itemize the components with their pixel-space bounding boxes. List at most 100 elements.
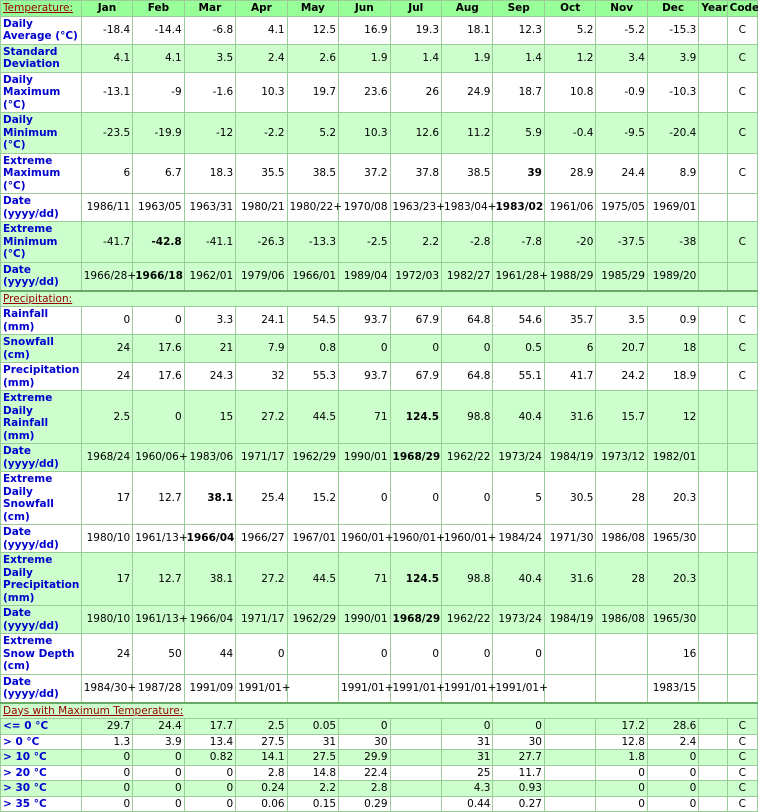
cell: 11.2 — [441, 112, 494, 154]
cell: 0 — [389, 633, 443, 675]
cell: 30 — [338, 733, 391, 750]
data-row: Extreme Maximum (°C) 6 6.7 18.3 35.5 38.5 37.2… — [0, 152, 758, 194]
cell: -9 — [132, 71, 185, 113]
cell: 0 — [595, 795, 648, 812]
cell: 1991/01+ — [492, 673, 548, 703]
cell — [698, 471, 728, 525]
cell: 1963/31 — [183, 193, 237, 222]
cell: 0 — [441, 471, 494, 525]
cell: 18.7 — [492, 71, 545, 113]
cell: 0 — [338, 718, 391, 735]
cell: 1987/28 — [132, 673, 185, 703]
cell: 3.5 — [183, 43, 237, 73]
cell: 2.2 — [389, 221, 443, 263]
cell: -18.4 — [80, 15, 134, 45]
cell: 17 — [80, 471, 134, 525]
cell: 1968/29 — [389, 443, 443, 472]
cell: 1962/29 — [286, 443, 340, 472]
cell: 1960/01+ — [441, 524, 496, 553]
cell — [698, 362, 728, 391]
cell: 3.4 — [595, 43, 648, 73]
cell: 26 — [389, 71, 443, 113]
cell: 1961/28+ — [492, 261, 548, 291]
cell: 3.9 — [646, 43, 700, 73]
cell: 31.6 — [543, 552, 597, 606]
cell — [726, 673, 758, 703]
cell: 24.1 — [235, 306, 288, 335]
cell: 1966/28+ — [80, 261, 136, 291]
cell — [698, 552, 728, 606]
cell: 1983/04+ — [441, 193, 496, 222]
cell — [698, 795, 728, 812]
cell — [698, 15, 728, 45]
cell — [543, 749, 597, 766]
cell: 17.6 — [132, 362, 185, 391]
cell: 98.8 — [441, 390, 494, 444]
cell — [698, 780, 728, 797]
cell: 8.9 — [646, 152, 700, 194]
cell: 1973/24 — [492, 605, 545, 634]
cell: 1970/08 — [338, 193, 391, 222]
cell — [698, 718, 728, 735]
cell: 11.7 — [492, 764, 545, 781]
cell: 64.8 — [441, 362, 494, 391]
cell — [543, 673, 597, 703]
cell: 1984/19 — [543, 443, 597, 472]
cell: 3.3 — [183, 306, 237, 335]
cell — [698, 334, 728, 363]
cell: 28 — [595, 552, 648, 606]
cell: 29.9 — [338, 749, 391, 766]
cell: 21 — [183, 334, 237, 363]
cell: -41.7 — [80, 221, 134, 263]
cell: 55.1 — [492, 362, 545, 391]
cell: 1980/21 — [235, 193, 288, 222]
row-label: > 0 °C — [0, 733, 82, 750]
cell: 5.2 — [543, 15, 597, 45]
cell: 1984/24 — [492, 524, 545, 553]
cell: 30 — [492, 733, 545, 750]
cell — [698, 443, 728, 472]
cell: 12.5 — [286, 15, 340, 45]
cell: 1966/04 — [183, 605, 237, 634]
cell: -9.5 — [595, 112, 648, 154]
cell: -15.3 — [646, 15, 700, 45]
column-header: Jul — [389, 0, 443, 17]
cell: 1.4 — [389, 43, 443, 73]
section-title: Temperature: — [0, 0, 82, 17]
column-header: Jan — [80, 0, 134, 17]
cell: 20.7 — [595, 334, 648, 363]
cell: -7.8 — [492, 221, 545, 263]
data-row: Daily Minimum (°C) -23.5 -19.9 -12 -2.2 5.2 10… — [0, 112, 758, 154]
cell: 31.6 — [543, 390, 597, 444]
cell: 10.8 — [543, 71, 597, 113]
cell: 4.1 — [132, 43, 185, 73]
cell: 1986/08 — [595, 605, 648, 634]
cell: 1980/22+ — [286, 193, 342, 222]
data-row: Daily Average (°C) -18.4 -14.4 -6.8 4.1 12.5 1… — [0, 15, 758, 45]
data-row: Date (yyyy/dd) 1986/11 1963/05 1963/31 1980/… — [0, 193, 758, 222]
column-header: Year — [698, 0, 728, 17]
cell: 10.3 — [235, 71, 288, 113]
row-label: Snowfall (cm) — [0, 334, 82, 363]
column-header: Nov — [595, 0, 648, 17]
cell: 17.2 — [595, 718, 648, 735]
cell — [726, 524, 758, 553]
cell: 55.3 — [286, 362, 340, 391]
cell: C — [726, 43, 758, 73]
cell: -1.6 — [183, 71, 237, 113]
column-header: Jun — [338, 0, 391, 17]
cell: 1965/30 — [646, 524, 700, 553]
cell: 0 — [441, 718, 494, 735]
cell: 1961/13+ — [132, 524, 188, 553]
cell: 1986/11 — [80, 193, 134, 222]
cell: 3.9 — [132, 733, 185, 750]
cell: 0 — [646, 764, 700, 781]
data-row: Extreme Daily Snowfall (cm) 17 12.7 38.1 25.… — [0, 471, 758, 525]
cell: 15.7 — [595, 390, 648, 444]
data-row: > 30 °C 0 0 0 0.24 2.2 2.8 4.3 0.93 0 0 C — [0, 780, 758, 797]
cell: -2.5 — [338, 221, 391, 263]
cell: 19.3 — [389, 15, 443, 45]
cell: 12.7 — [132, 552, 185, 606]
